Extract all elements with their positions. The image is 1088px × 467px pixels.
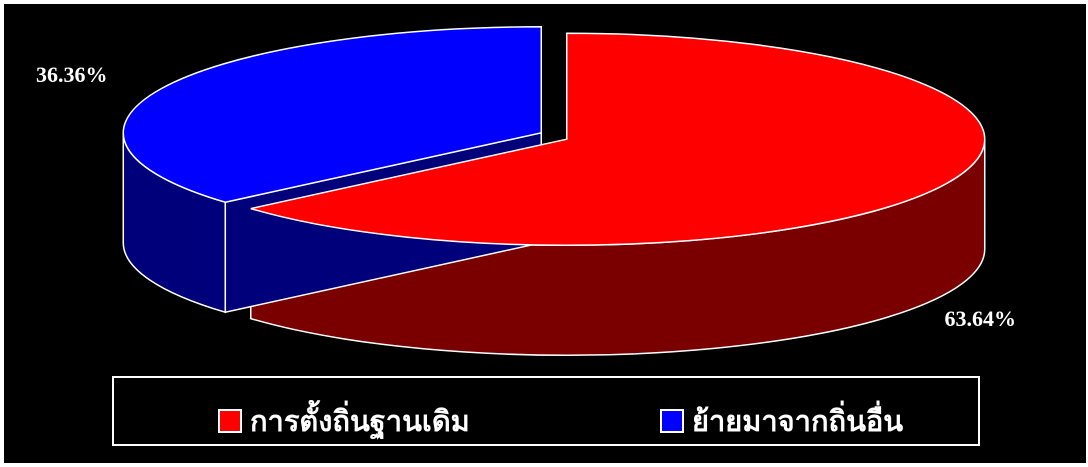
legend-entry-moved-from-elsewhere: ย้ายมาจากถิ่นอื่น [660, 398, 903, 444]
legend-entry-original-settlement: การตั้งถิ่นฐานเดิม [218, 398, 470, 444]
pie-slice-0 [250, 32, 986, 246]
legend-swatch-blue [660, 409, 684, 433]
legend-swatch-red [218, 409, 242, 433]
data-label-0: 63.64% [945, 306, 1017, 331]
plot-area: 63.64% 36.36% การตั้งถิ่นฐานเดิม ย้ายมาจา… [4, 4, 1086, 463]
data-label-1: 36.36% [36, 62, 108, 87]
pie-chart: 63.64% 36.36% [36, 26, 1017, 356]
legend: การตั้งถิ่นฐานเดิม ย้ายมาจากถิ่นอื่น [112, 376, 980, 446]
legend-label: ย้ายมาจากถิ่นอื่น [692, 406, 904, 438]
legend-label: การตั้งถิ่นฐานเดิม [250, 406, 470, 438]
pie-slice-1 [122, 26, 543, 203]
